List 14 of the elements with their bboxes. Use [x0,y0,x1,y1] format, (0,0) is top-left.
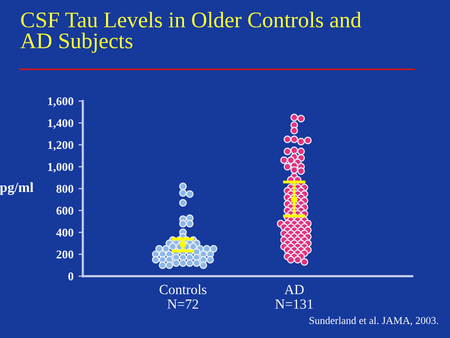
y-tick-label: 400 [56,228,74,237]
y-tick-label: 200 [56,250,74,258]
x-tick-label: Controls N=72 [160,284,206,309]
y-tick-label: 1,200 [48,141,74,151]
y-tick-label: 800 [56,184,74,193]
y-tick-label: 600 [56,206,74,215]
y-tick-label: 1,000 [48,162,74,173]
y-axis-title: pg/ml [0,182,34,195]
text: Sunderland et al. JAMA, 2003. [310,316,438,326]
x-tick-label: AD N=131 [275,284,313,309]
chart-title: CSF Tau Levels in Older Controls and AD Subjects [20,12,362,53]
y-tick-label: 0 [68,272,74,280]
y-tick-label: 1,400 [48,119,74,129]
y-tick-label: 1,600 [48,97,74,107]
